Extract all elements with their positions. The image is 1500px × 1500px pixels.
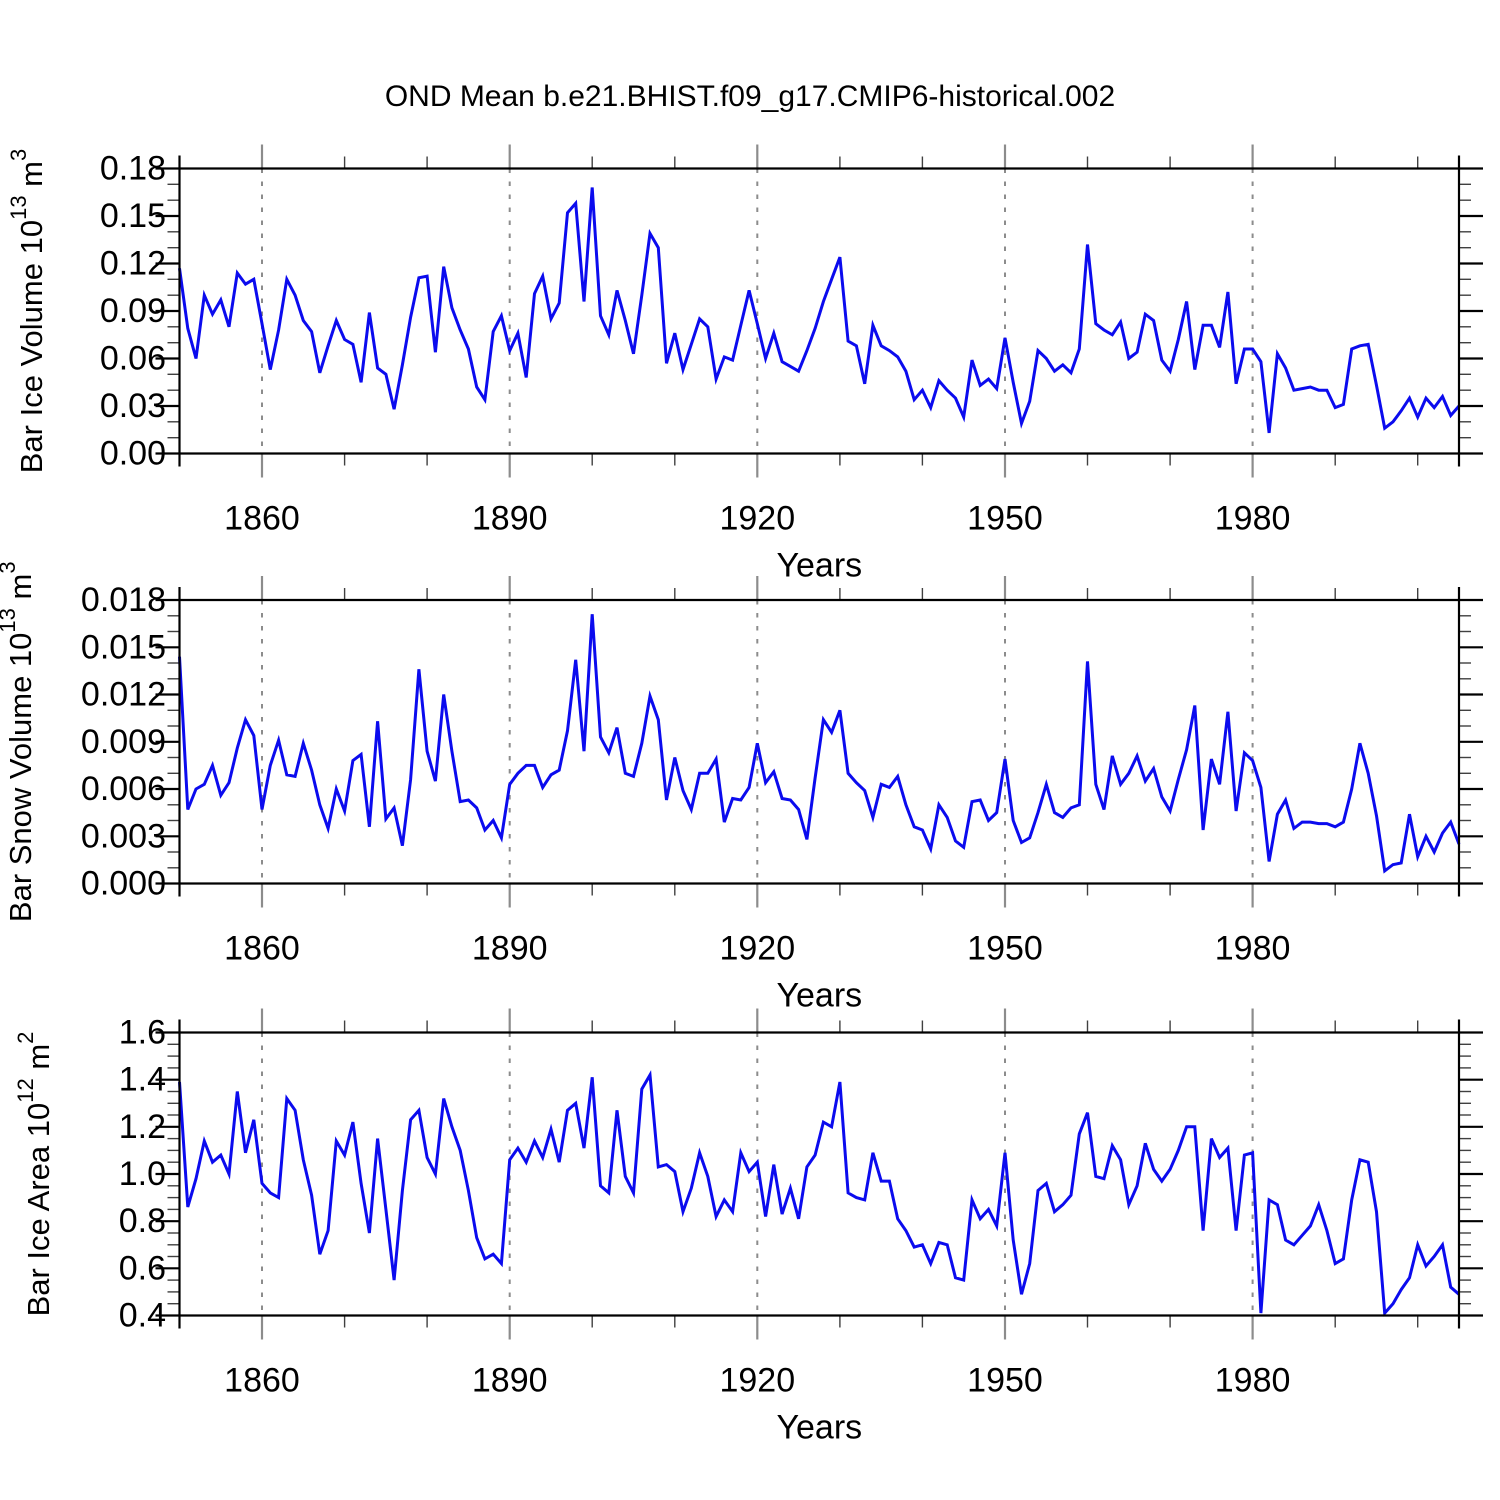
x-tick-label: 1890 <box>472 500 548 538</box>
y-tick-label: 0.06 <box>100 340 166 378</box>
y-axis-title: Bar Ice Volume 1013 m3 <box>6 149 49 474</box>
y-tick-label: 0.015 <box>81 628 166 666</box>
x-tick-label: 1890 <box>472 930 548 968</box>
y-tick-label: 0.6 <box>119 1249 166 1287</box>
y-tick-label: 0.15 <box>100 197 166 235</box>
x-tick-label: 1950 <box>967 930 1043 968</box>
panel-bar-ice-area: 0.4 0.6 0.8 1.0 1.2 1.4 1.6 1860 1890 1920 1950 198… <box>13 1008 1483 1447</box>
x-tick-label: 1950 <box>967 1362 1043 1400</box>
y-tick-label: 0.12 <box>100 245 166 283</box>
series-line-bar-ice-volume <box>178 187 1461 434</box>
y-tick-label: 1.4 <box>119 1061 166 1099</box>
x-tick-label: 1980 <box>1215 500 1291 538</box>
y-tick-label: 0.009 <box>81 723 166 761</box>
x-tick-label: 1860 <box>224 500 300 538</box>
y-tick-label: 0.000 <box>81 865 166 903</box>
x-axis-title: Years <box>776 547 862 585</box>
x-tick-label: 1860 <box>224 1362 300 1400</box>
y-tick-label: 1.0 <box>119 1155 166 1193</box>
y-tick-label: 0.018 <box>81 581 166 619</box>
y-tick-label: 1.2 <box>119 1108 166 1146</box>
y-tick-label: 0.09 <box>100 292 166 330</box>
y-tick-label: 0.18 <box>100 150 166 188</box>
y-axis-title: Bar Ice Area 1012 m2 <box>13 1032 56 1317</box>
chart-title: OND Mean b.e21.BHIST.f09_g17.CMIP6-histo… <box>384 80 1116 113</box>
y-tick-label: 0.4 <box>119 1297 166 1335</box>
x-tick-label: 1890 <box>472 1362 548 1400</box>
y-tick-label: 0.00 <box>100 435 166 473</box>
series-line-bar-ice-area <box>178 1070 1460 1317</box>
x-tick-label: 1950 <box>967 500 1043 538</box>
y-tick-label: 0.006 <box>81 770 166 808</box>
series-line-bar-snow-volume <box>178 614 1461 874</box>
y-tick-label: 0.8 <box>119 1202 166 1240</box>
y-tick-label: 0.012 <box>81 676 166 714</box>
y-tick-label: 1.6 <box>119 1014 166 1052</box>
x-tick-label: 1920 <box>719 500 795 538</box>
y-axis-title: Bar Snow Volume 1013 m3 <box>0 561 38 922</box>
x-axis-title: Years <box>776 1409 862 1447</box>
x-tick-label: 1920 <box>719 1362 795 1400</box>
y-tick-label: 0.003 <box>81 817 166 855</box>
panel-bar-ice-volume: 0.00 0.03 0.06 0.09 0.12 0.15 0.18 1860 1890 1920… <box>6 144 1483 585</box>
x-tick-label: 1920 <box>719 930 795 968</box>
x-tick-label: 1980 <box>1215 930 1291 968</box>
x-tick-label: 1860 <box>224 930 300 968</box>
x-tick-label: 1980 <box>1215 1362 1291 1400</box>
x-axis-title: Years <box>776 977 862 1015</box>
panel-bar-snow-volume: 0.000 0.003 0.006 0.009 0.012 0.015 0.018 1860 1… <box>0 561 1483 1015</box>
y-tick-label: 0.03 <box>100 387 166 425</box>
